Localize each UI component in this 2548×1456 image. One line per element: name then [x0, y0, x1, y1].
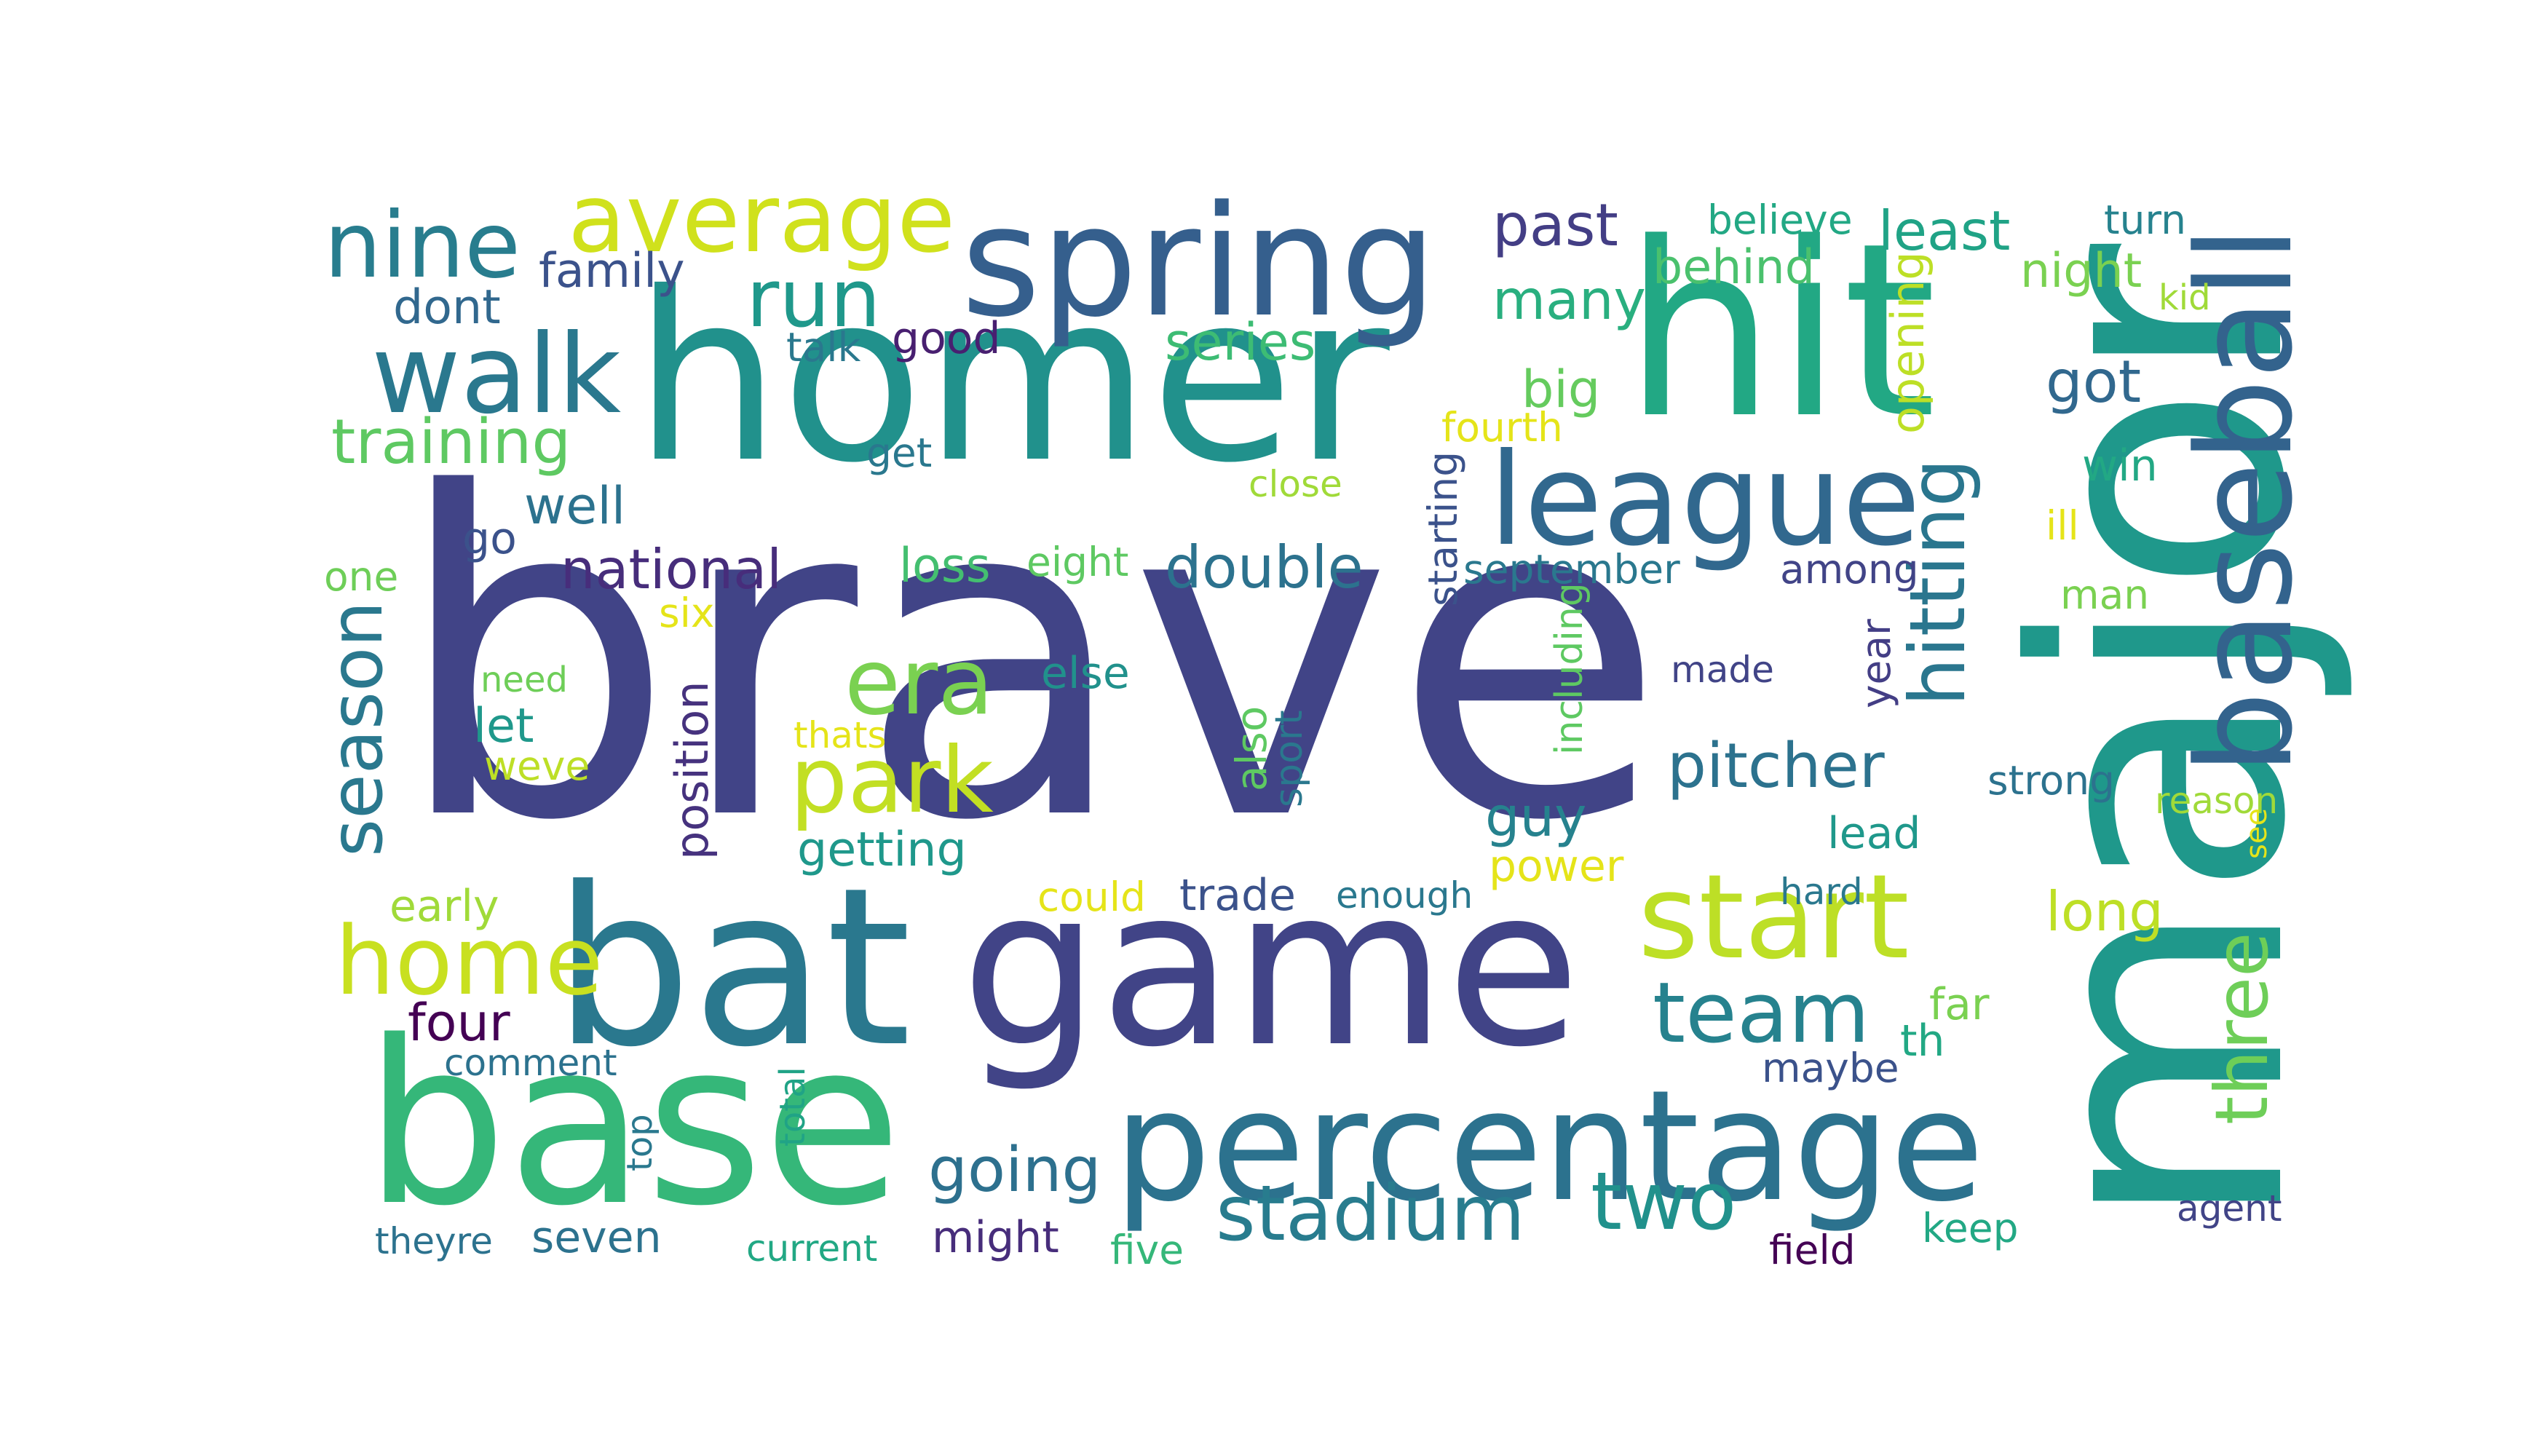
word-national: national: [561, 537, 782, 601]
word-night: night: [2020, 244, 2143, 298]
word-past: past: [1492, 191, 1618, 259]
word-see: see: [2240, 808, 2274, 860]
word-one: one: [324, 553, 399, 600]
word-ill: ill: [2046, 502, 2079, 549]
word-man: man: [2060, 571, 2150, 618]
word-fourth: fourth: [1441, 404, 1563, 451]
word-hard: hard: [1780, 871, 1863, 913]
word-else: else: [1041, 648, 1130, 699]
word-base: base: [364, 993, 902, 1256]
word-made: made: [1671, 649, 1774, 691]
word-getting: getting: [797, 823, 967, 877]
word-might: might: [932, 1212, 1059, 1263]
word-team: team: [1653, 965, 1870, 1062]
word-position: position: [665, 681, 719, 860]
word-five: five: [1110, 1227, 1184, 1273]
word-seven: seven: [531, 1212, 662, 1263]
word-least: least: [1878, 199, 2011, 263]
word-well: well: [524, 476, 626, 536]
word-league: league: [1489, 427, 1921, 574]
word-top: top: [620, 1114, 660, 1171]
word-weve: weve: [484, 743, 590, 789]
word-reason: reason: [2155, 780, 2279, 822]
word-four: four: [408, 993, 510, 1053]
word-current: current: [746, 1227, 878, 1270]
word-three: three: [2199, 932, 2284, 1125]
word-eight: eight: [1026, 539, 1129, 585]
word-maybe: maybe: [1762, 1045, 1899, 1091]
word-go: go: [462, 513, 517, 564]
word-also: also: [1227, 706, 1276, 792]
word-era: era: [844, 630, 994, 735]
word-double: double: [1165, 534, 1364, 601]
word-september: september: [1463, 546, 1680, 593]
word-spring: spring: [961, 173, 1437, 351]
word-series: series: [1165, 312, 1316, 372]
word-home: home: [335, 906, 604, 1016]
word-training: training: [331, 406, 571, 478]
word-nine: nine: [324, 193, 521, 298]
word-starting: starting: [1420, 451, 1466, 607]
word-loss: loss: [899, 539, 991, 593]
word-brave: brave: [393, 400, 1666, 917]
word-agent: agent: [2177, 1187, 2282, 1230]
word-long: long: [2046, 879, 2164, 943]
word-enough: enough: [1336, 874, 1473, 917]
word-opening: opening: [1881, 251, 1934, 434]
word-believe: believe: [1707, 197, 1853, 243]
word-pitcher: pitcher: [1667, 730, 1885, 802]
word-game: game: [961, 841, 1581, 1095]
word-percentage: percentage: [1114, 1057, 1985, 1235]
word-hit: hit: [1623, 191, 1937, 471]
word-comment: comment: [444, 1042, 617, 1084]
word-dont: dont: [393, 280, 501, 335]
word-th: th: [1900, 1016, 1945, 1067]
word-get: get: [866, 430, 933, 476]
word-field: field: [1769, 1227, 1856, 1273]
word-behind: behind: [1653, 240, 1815, 295]
word-total: total: [772, 1067, 813, 1147]
word-start: start: [1638, 849, 1910, 985]
word-trade: trade: [1179, 870, 1296, 921]
word-keep: keep: [1922, 1205, 2019, 1251]
word-early: early: [389, 881, 499, 932]
word-kid: kid: [2159, 277, 2211, 318]
word-average: average: [568, 163, 956, 274]
word-good: good: [892, 313, 1001, 364]
word-lead: lead: [1827, 808, 1921, 859]
word-family: family: [539, 244, 685, 298]
word-run: run: [746, 252, 881, 345]
word-two: two: [1591, 1155, 1737, 1248]
word-sport: sport: [1267, 710, 1311, 807]
word-talk: talk: [786, 324, 861, 371]
word-thats: thats: [794, 714, 887, 756]
word-walk: walk: [371, 312, 622, 438]
word-homer: homer: [633, 243, 1390, 514]
word-got: got: [2046, 348, 2142, 416]
word-among: among: [1780, 546, 1919, 593]
word-win: win: [2082, 440, 2158, 491]
word-guy: guy: [1485, 785, 1587, 849]
word-stadium: stadium: [1216, 1169, 1525, 1258]
word-year: year: [1853, 619, 1899, 708]
word-turn: turn: [2104, 197, 2186, 243]
word-close: close: [1249, 463, 1342, 505]
word-need: need: [480, 660, 568, 700]
word-let: let: [473, 699, 534, 753]
word-power: power: [1489, 841, 1624, 892]
word-strong: strong: [1987, 757, 2116, 804]
word-going: going: [928, 1134, 1101, 1206]
word-six: six: [659, 590, 715, 636]
word-theyre: theyre: [375, 1220, 493, 1262]
word-including: including: [1548, 582, 1591, 755]
word-season: season: [314, 601, 399, 857]
word-could: could: [1037, 874, 1146, 920]
word-big: big: [1522, 360, 1601, 419]
word-bat: bat: [553, 841, 911, 1095]
word-many: many: [1492, 268, 1646, 332]
word-park: park: [790, 728, 994, 834]
word-far: far: [1929, 979, 1990, 1030]
